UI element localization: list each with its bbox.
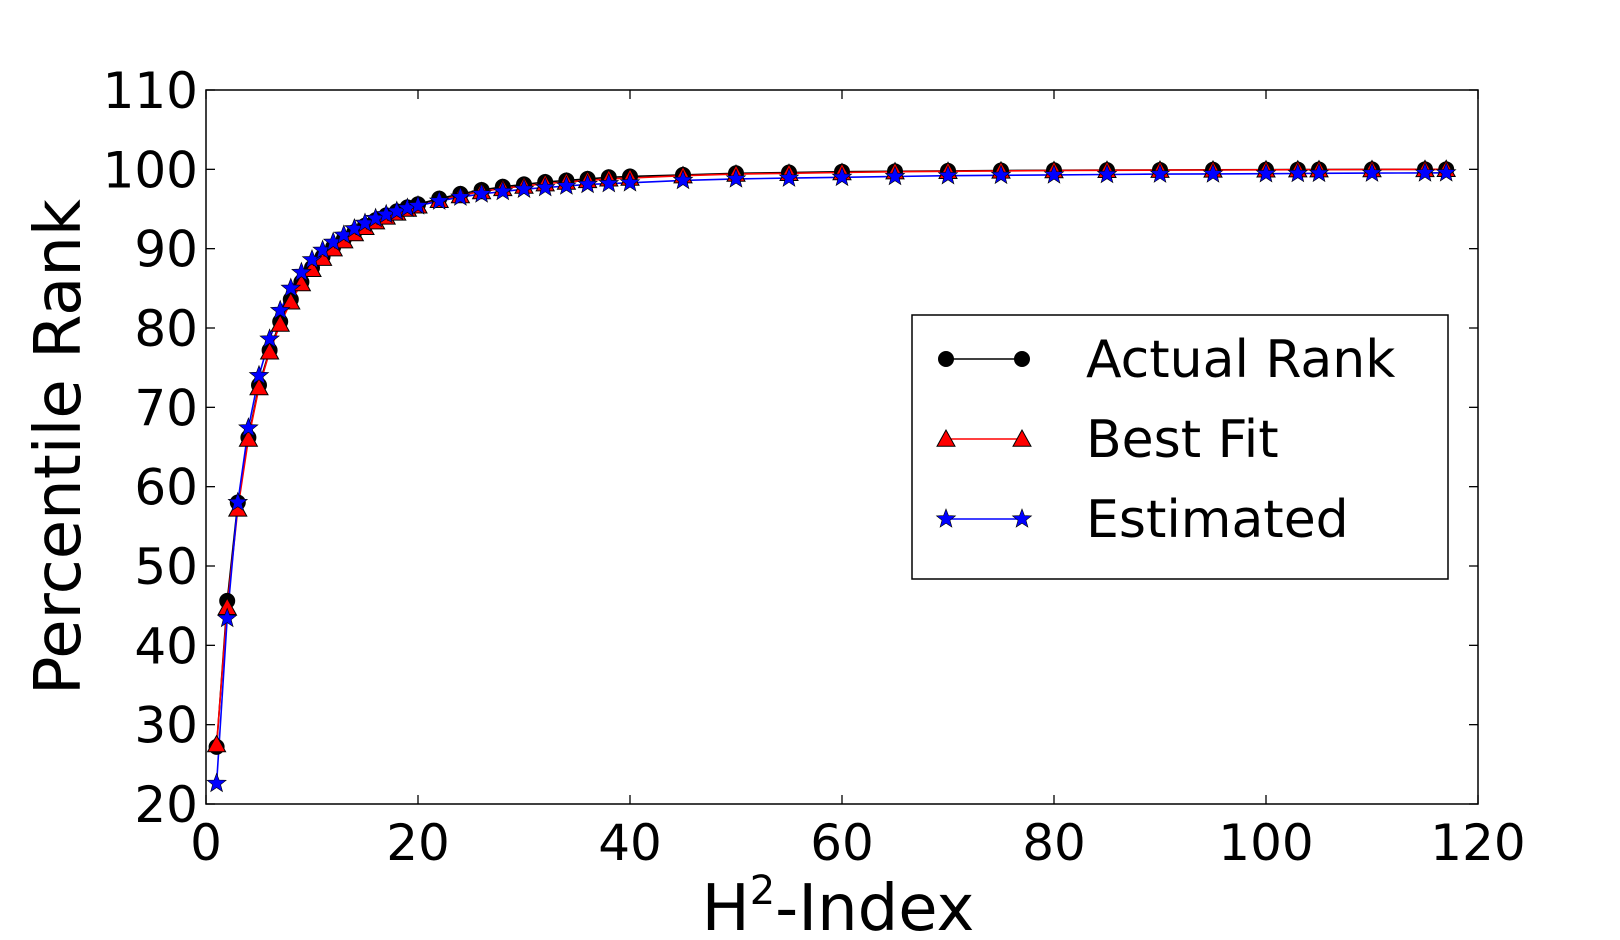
data-point bbox=[238, 417, 259, 437]
data-point bbox=[280, 277, 302, 298]
y-tick-label: 20 bbox=[134, 776, 198, 834]
data-point bbox=[534, 176, 556, 197]
y-tick-label: 30 bbox=[134, 697, 198, 755]
data-point bbox=[280, 291, 301, 310]
data-point bbox=[1414, 162, 1436, 182]
x-axis-title-main: H bbox=[702, 872, 750, 940]
x-axis-title-sup: 2 bbox=[750, 868, 775, 914]
data-point bbox=[249, 377, 269, 396]
y-tick-label: 110 bbox=[103, 62, 198, 120]
x-tick-label: 0 bbox=[190, 814, 222, 872]
legend-marker bbox=[936, 428, 956, 447]
x-tick-label: 60 bbox=[810, 814, 874, 872]
legend-marker bbox=[1012, 428, 1032, 447]
data-point bbox=[598, 172, 620, 193]
data-point bbox=[577, 173, 598, 194]
data-point bbox=[831, 166, 853, 187]
data-point bbox=[778, 167, 800, 187]
legend-marker bbox=[938, 351, 954, 367]
x-tick-label: 100 bbox=[1218, 814, 1313, 872]
data-point bbox=[1287, 162, 1309, 183]
data-point bbox=[428, 190, 450, 210]
data-point bbox=[725, 168, 747, 188]
y-tick-label: 70 bbox=[134, 379, 198, 437]
data-point bbox=[238, 429, 259, 447]
data-point bbox=[206, 734, 227, 753]
data-point bbox=[259, 341, 280, 360]
data-point bbox=[206, 772, 227, 793]
data-point bbox=[492, 180, 514, 201]
data-point bbox=[672, 169, 694, 190]
y-tick-label: 100 bbox=[103, 141, 198, 199]
data-point bbox=[259, 328, 280, 348]
y-tick-label: 40 bbox=[134, 617, 198, 675]
data-point bbox=[1435, 161, 1457, 182]
series-markers bbox=[206, 159, 1457, 793]
data-point bbox=[450, 186, 471, 206]
data-point bbox=[1043, 164, 1065, 184]
data-point bbox=[248, 364, 270, 385]
x-axis-title: H2-Index bbox=[702, 868, 975, 940]
data-point bbox=[556, 175, 577, 195]
data-point bbox=[471, 183, 492, 203]
legend-marker bbox=[1011, 508, 1033, 528]
data-point bbox=[1255, 162, 1277, 183]
x-tick-label: 120 bbox=[1430, 814, 1525, 872]
data-point bbox=[937, 164, 959, 185]
x-tick-label: 80 bbox=[1022, 814, 1086, 872]
y-axis-title: Percentile Rank bbox=[22, 199, 96, 695]
y-tick-label: 60 bbox=[134, 459, 198, 517]
data-point bbox=[1096, 163, 1118, 184]
data-point bbox=[884, 165, 906, 186]
data-point bbox=[1361, 162, 1383, 182]
x-tick-label: 40 bbox=[598, 814, 662, 872]
data-point bbox=[227, 491, 249, 512]
y-tick-label: 90 bbox=[134, 221, 198, 279]
data-point bbox=[1308, 162, 1330, 183]
data-point bbox=[990, 164, 1012, 185]
data-point bbox=[1202, 163, 1224, 183]
x-tick-label: 20 bbox=[386, 814, 450, 872]
data-point bbox=[1149, 163, 1171, 183]
legend: Actual Rank Best Fit Estimated bbox=[911, 314, 1449, 580]
data-point bbox=[407, 194, 429, 215]
legend-marker bbox=[935, 508, 957, 528]
legend-label: Actual Rank bbox=[1086, 330, 1395, 390]
legend-marker bbox=[1014, 351, 1030, 367]
legend-label: Estimated bbox=[1086, 490, 1349, 550]
data-point bbox=[291, 261, 312, 282]
legend-label: Best Fit bbox=[1086, 410, 1279, 470]
data-point bbox=[269, 299, 291, 320]
y-tick-label: 80 bbox=[134, 300, 198, 358]
data-point bbox=[619, 171, 641, 192]
axis-ticks bbox=[205, 89, 1479, 805]
y-tick-label: 50 bbox=[134, 538, 198, 596]
x-axis-title-rest: -Index bbox=[775, 872, 974, 940]
data-point bbox=[216, 607, 238, 628]
data-point bbox=[270, 314, 291, 332]
data-point bbox=[513, 178, 535, 198]
